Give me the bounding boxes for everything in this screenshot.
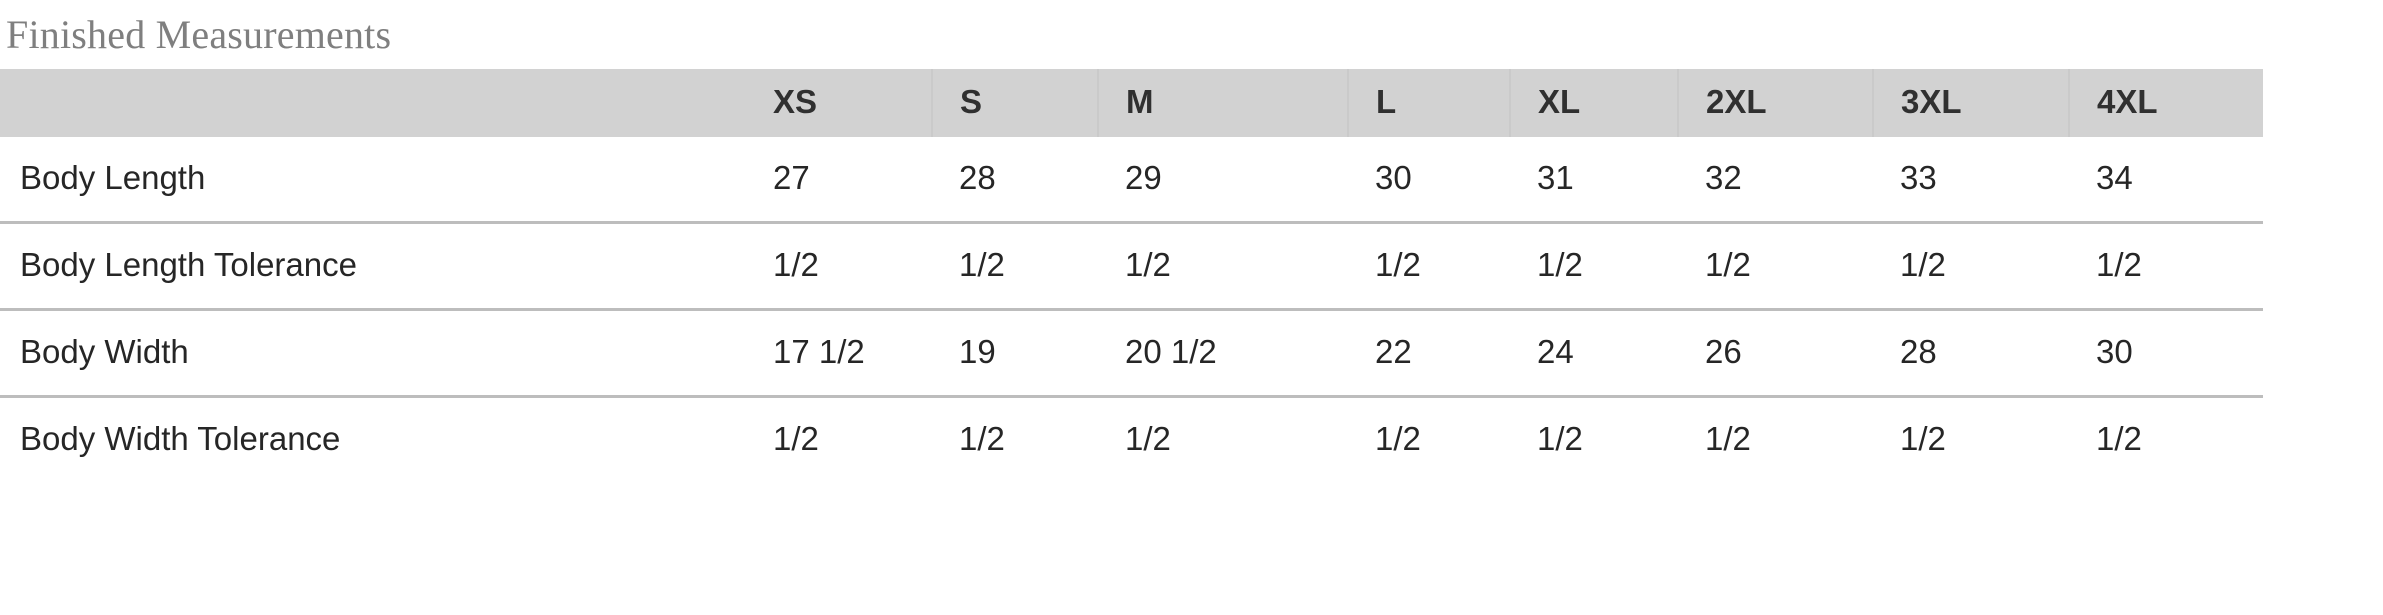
cell-xl: 31	[1510, 137, 1678, 225]
cell-l: 1/2	[1348, 222, 1510, 312]
table-row: Body Length Tolerance 1/2 1/2 1/2 1/2 1/…	[0, 222, 2263, 312]
cell-2xl: 1/2	[1678, 396, 1873, 483]
cell-3xl: 28	[1873, 309, 2069, 399]
cell-s: 1/2	[932, 222, 1098, 312]
cell-l: 1/2	[1348, 396, 1510, 483]
cell-3xl: 1/2	[1873, 222, 2069, 312]
column-header-m-label: M	[1126, 83, 1154, 121]
column-header-measurement	[0, 69, 746, 138]
column-header-3xl-label: 3XL	[1901, 83, 1962, 121]
cell-s: 1/2	[932, 396, 1098, 483]
cell-2xl: 32	[1678, 137, 1873, 225]
table-header-row: XS S M L XL 2XL 3XL	[0, 69, 2263, 138]
column-header-l-label: L	[1376, 83, 1397, 121]
column-header-s-label: S	[960, 83, 983, 121]
column-header-xl-label: XL	[1538, 83, 1581, 121]
cell-xs: 1/2	[746, 222, 932, 312]
cell-4xl: 1/2	[2069, 396, 2263, 483]
cell-4xl: 1/2	[2069, 222, 2263, 312]
column-header-xl: XL	[1510, 69, 1679, 138]
table-row: Body Width 17 1/2 19 20 1/2 22 24 26 28 …	[0, 309, 2263, 399]
cell-m: 29	[1098, 137, 1348, 225]
column-header-xs: XS	[746, 69, 933, 138]
finished-measurements-table: XS S M L XL 2XL 3XL	[0, 69, 2263, 483]
cell-4xl: 34	[2069, 137, 2263, 225]
cell-l: 30	[1348, 137, 1510, 225]
cell-xs: 1/2	[746, 396, 932, 483]
column-header-2xl: 2XL	[1678, 69, 1874, 138]
cell-xl: 24	[1510, 309, 1678, 399]
cell-m: 20 1/2	[1098, 309, 1348, 399]
page-title: Finished Measurements	[6, 12, 392, 57]
row-label: Body Length	[0, 137, 746, 225]
cell-4xl: 30	[2069, 309, 2263, 399]
cell-xs: 17 1/2	[746, 309, 932, 399]
cell-2xl: 26	[1678, 309, 1873, 399]
cell-3xl: 1/2	[1873, 396, 2069, 483]
cell-xl: 1/2	[1510, 222, 1678, 312]
column-header-l: L	[1348, 69, 1511, 138]
row-label: Body Width Tolerance	[0, 396, 746, 483]
cell-xs: 27	[746, 137, 932, 225]
row-label: Body Width	[0, 309, 746, 399]
column-header-3xl: 3XL	[1873, 69, 2070, 138]
table-row: Body Width Tolerance 1/2 1/2 1/2 1/2 1/2…	[0, 396, 2263, 483]
column-header-s: S	[932, 69, 1099, 138]
cell-m: 1/2	[1098, 222, 1348, 312]
table-header: XS S M L XL 2XL 3XL	[0, 69, 2263, 138]
row-label: Body Length Tolerance	[0, 222, 746, 312]
column-header-4xl-label: 4XL	[2097, 83, 2158, 121]
column-header-m: M	[1098, 69, 1349, 138]
cell-s: 28	[932, 137, 1098, 225]
cell-xl: 1/2	[1510, 396, 1678, 483]
cell-3xl: 33	[1873, 137, 2069, 225]
cell-s: 19	[932, 309, 1098, 399]
column-header-2xl-label: 2XL	[1706, 83, 1767, 121]
column-header-4xl: 4XL	[2069, 69, 2263, 138]
cell-l: 22	[1348, 309, 1510, 399]
cell-m: 1/2	[1098, 396, 1348, 483]
column-header-xs-label: XS	[773, 83, 818, 121]
table-row: Body Length 27 28 29 30 31 32 33 34	[0, 137, 2263, 225]
cell-2xl: 1/2	[1678, 222, 1873, 312]
table-body: Body Length 27 28 29 30 31 32 33 34 Body…	[0, 137, 2263, 483]
